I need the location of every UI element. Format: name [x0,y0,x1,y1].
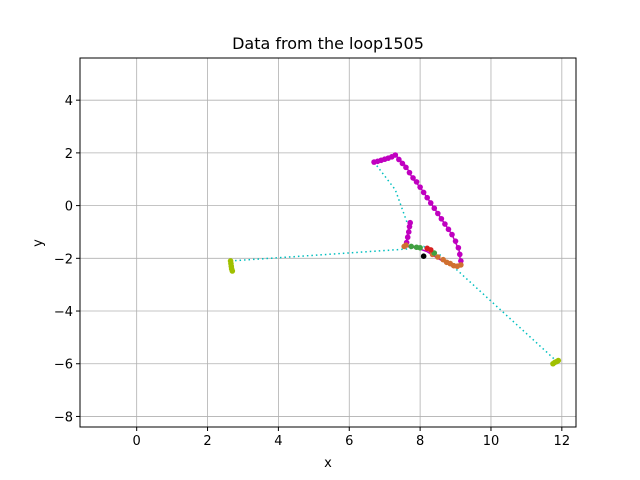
y-axis-label: y [31,239,46,247]
data-point [392,152,399,158]
data-point [449,231,455,238]
x-tick-label: 0 [133,434,141,449]
plot-area [227,152,562,367]
data-point [445,226,452,233]
data-point [456,251,463,258]
y-tick-label: −6 [54,358,73,373]
data-point [404,234,411,241]
data-point [229,268,236,274]
data-point [455,244,462,251]
plot-frame [79,57,577,428]
data-point [458,258,464,264]
data-point [403,242,409,248]
x-tick-label: 10 [483,434,500,449]
x-tick-label: 12 [554,434,571,449]
data-point [427,247,434,253]
data-point [417,244,423,251]
data-point [435,210,441,217]
x-tick-label: 8 [416,434,424,449]
y-tick-label: 2 [65,147,73,162]
x-tick-label: 6 [345,434,353,449]
data-point [407,219,413,226]
data-point [555,357,562,364]
data-point [399,160,406,167]
dotted-path-line [373,161,411,230]
x-tick-label: 2 [203,434,211,449]
y-tick-label: −2 [54,252,73,267]
data-point [438,215,445,222]
data-point [396,156,402,163]
data-point [413,179,420,185]
data-point [440,256,446,263]
x-axis-label: x [324,456,332,471]
data-point [420,253,427,260]
data-point [405,229,412,235]
data-point [406,169,413,176]
data-point [403,164,409,171]
x-tick-label: 4 [274,434,282,449]
data-point [431,205,438,212]
chart-title: Data from the loop1505 [232,34,424,53]
data-point [427,200,434,206]
data-point [452,238,459,244]
data-point [420,189,427,196]
data-point [435,254,441,260]
y-tick-label: 4 [65,94,73,109]
data-point [424,194,431,201]
grid [80,58,576,427]
data-point [410,175,416,181]
dotted-path-line [230,245,558,362]
y-tick-label: 0 [65,200,73,215]
data-point [408,243,415,250]
data-point [417,184,423,190]
axis-ticks: 0 2 4 6 8 10 12 −8 −6 −4 −2 0 2 4 [54,94,570,449]
data-point [442,221,448,227]
y-tick-label: −4 [54,305,73,320]
y-tick-label: −8 [54,410,73,425]
